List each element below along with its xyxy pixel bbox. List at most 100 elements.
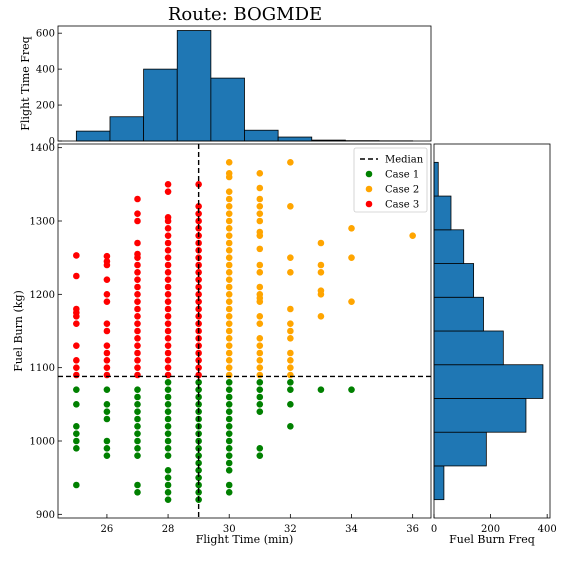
- data-point: [225, 408, 233, 415]
- data-point: [103, 452, 111, 459]
- data-point: [256, 364, 264, 371]
- data-point: [164, 298, 172, 305]
- data-point: [317, 386, 325, 393]
- data-point: [225, 445, 233, 452]
- data-point: [225, 298, 233, 305]
- data-point: [287, 371, 294, 379]
- data-point: [225, 379, 233, 386]
- data-point: [164, 239, 172, 247]
- histogram-bar: [433, 161, 439, 197]
- legend-label: Case 1: [385, 170, 419, 181]
- x-tick-label: 26: [101, 524, 114, 535]
- data-point: [134, 452, 141, 459]
- data-point: [103, 371, 111, 379]
- data-point: [195, 283, 202, 291]
- data-point: [195, 459, 202, 467]
- y-tick-label: 0: [49, 137, 55, 148]
- data-point: [164, 188, 172, 195]
- legend-swatch: [365, 200, 373, 208]
- data-point: [256, 408, 264, 415]
- data-point: [73, 364, 80, 371]
- data-point: [134, 291, 141, 298]
- y-tick-label: 200: [36, 101, 55, 112]
- data-point: [134, 313, 141, 320]
- x-tick-label: 28: [162, 524, 175, 535]
- data-point: [256, 401, 264, 408]
- data-point: [287, 423, 294, 430]
- data-point: [225, 210, 233, 217]
- data-point: [103, 291, 111, 298]
- x-tick-label: 200: [481, 524, 500, 535]
- data-point: [164, 489, 172, 496]
- data-point: [225, 423, 233, 430]
- data-point: [317, 313, 325, 320]
- data-point: [134, 269, 141, 276]
- data-point: [134, 298, 141, 305]
- legend-label: Case 2: [385, 185, 419, 196]
- data-point: [103, 357, 111, 364]
- data-point: [256, 393, 264, 401]
- data-point: [225, 170, 233, 177]
- histogram-bar: [433, 431, 487, 467]
- data-point: [225, 254, 233, 261]
- data-point: [256, 452, 264, 459]
- y-tick-label: 1200: [30, 290, 55, 301]
- x-tick-label: 34: [345, 524, 358, 535]
- data-point: [164, 430, 172, 437]
- series-case-2: [225, 159, 416, 379]
- data-point: [73, 437, 80, 445]
- data-point: [256, 357, 264, 364]
- data-point: [225, 291, 233, 298]
- data-point: [134, 342, 141, 349]
- data-point: [256, 445, 264, 452]
- data-point: [256, 228, 264, 236]
- data-point: [348, 298, 355, 305]
- right-hist-x-label: Fuel Burn Freq: [449, 533, 535, 546]
- data-point: [256, 210, 264, 217]
- data-point: [103, 252, 111, 260]
- histogram-bar: [433, 398, 527, 433]
- data-point: [225, 342, 233, 349]
- data-point: [164, 364, 172, 371]
- data-point: [225, 305, 233, 313]
- y-tick-label: 1400: [30, 143, 55, 154]
- chart-title: Route: BOGMDE: [168, 4, 322, 25]
- data-point: [73, 445, 80, 452]
- y-tick-label: 1100: [30, 363, 55, 374]
- data-point: [317, 239, 325, 247]
- data-point: [256, 335, 264, 342]
- data-point: [256, 313, 264, 320]
- data-point: [225, 239, 233, 247]
- data-point: [195, 386, 202, 393]
- data-point: [134, 276, 141, 283]
- data-point: [164, 445, 172, 452]
- data-point: [225, 159, 233, 166]
- data-point: [225, 430, 233, 437]
- data-point: [164, 415, 172, 423]
- data-point: [164, 357, 172, 364]
- data-point: [195, 291, 202, 298]
- data-point: [134, 430, 141, 437]
- data-point: [225, 225, 233, 232]
- data-point: [134, 437, 141, 445]
- data-point: [287, 159, 294, 166]
- data-point: [317, 287, 325, 294]
- histogram-bar: [244, 129, 279, 142]
- data-point: [164, 335, 172, 342]
- data-point: [134, 283, 141, 291]
- data-point: [287, 203, 294, 210]
- legend-label: Median: [385, 155, 424, 166]
- data-point: [256, 217, 264, 225]
- data-point: [103, 408, 111, 415]
- data-point: [164, 254, 172, 261]
- scatter-frame: [57, 143, 432, 519]
- data-point: [225, 364, 233, 371]
- data-point: [348, 254, 355, 261]
- data-point: [256, 245, 264, 253]
- data-point: [103, 415, 111, 423]
- series-case-1: [73, 379, 355, 503]
- data-point: [134, 489, 141, 496]
- data-point: [134, 364, 141, 371]
